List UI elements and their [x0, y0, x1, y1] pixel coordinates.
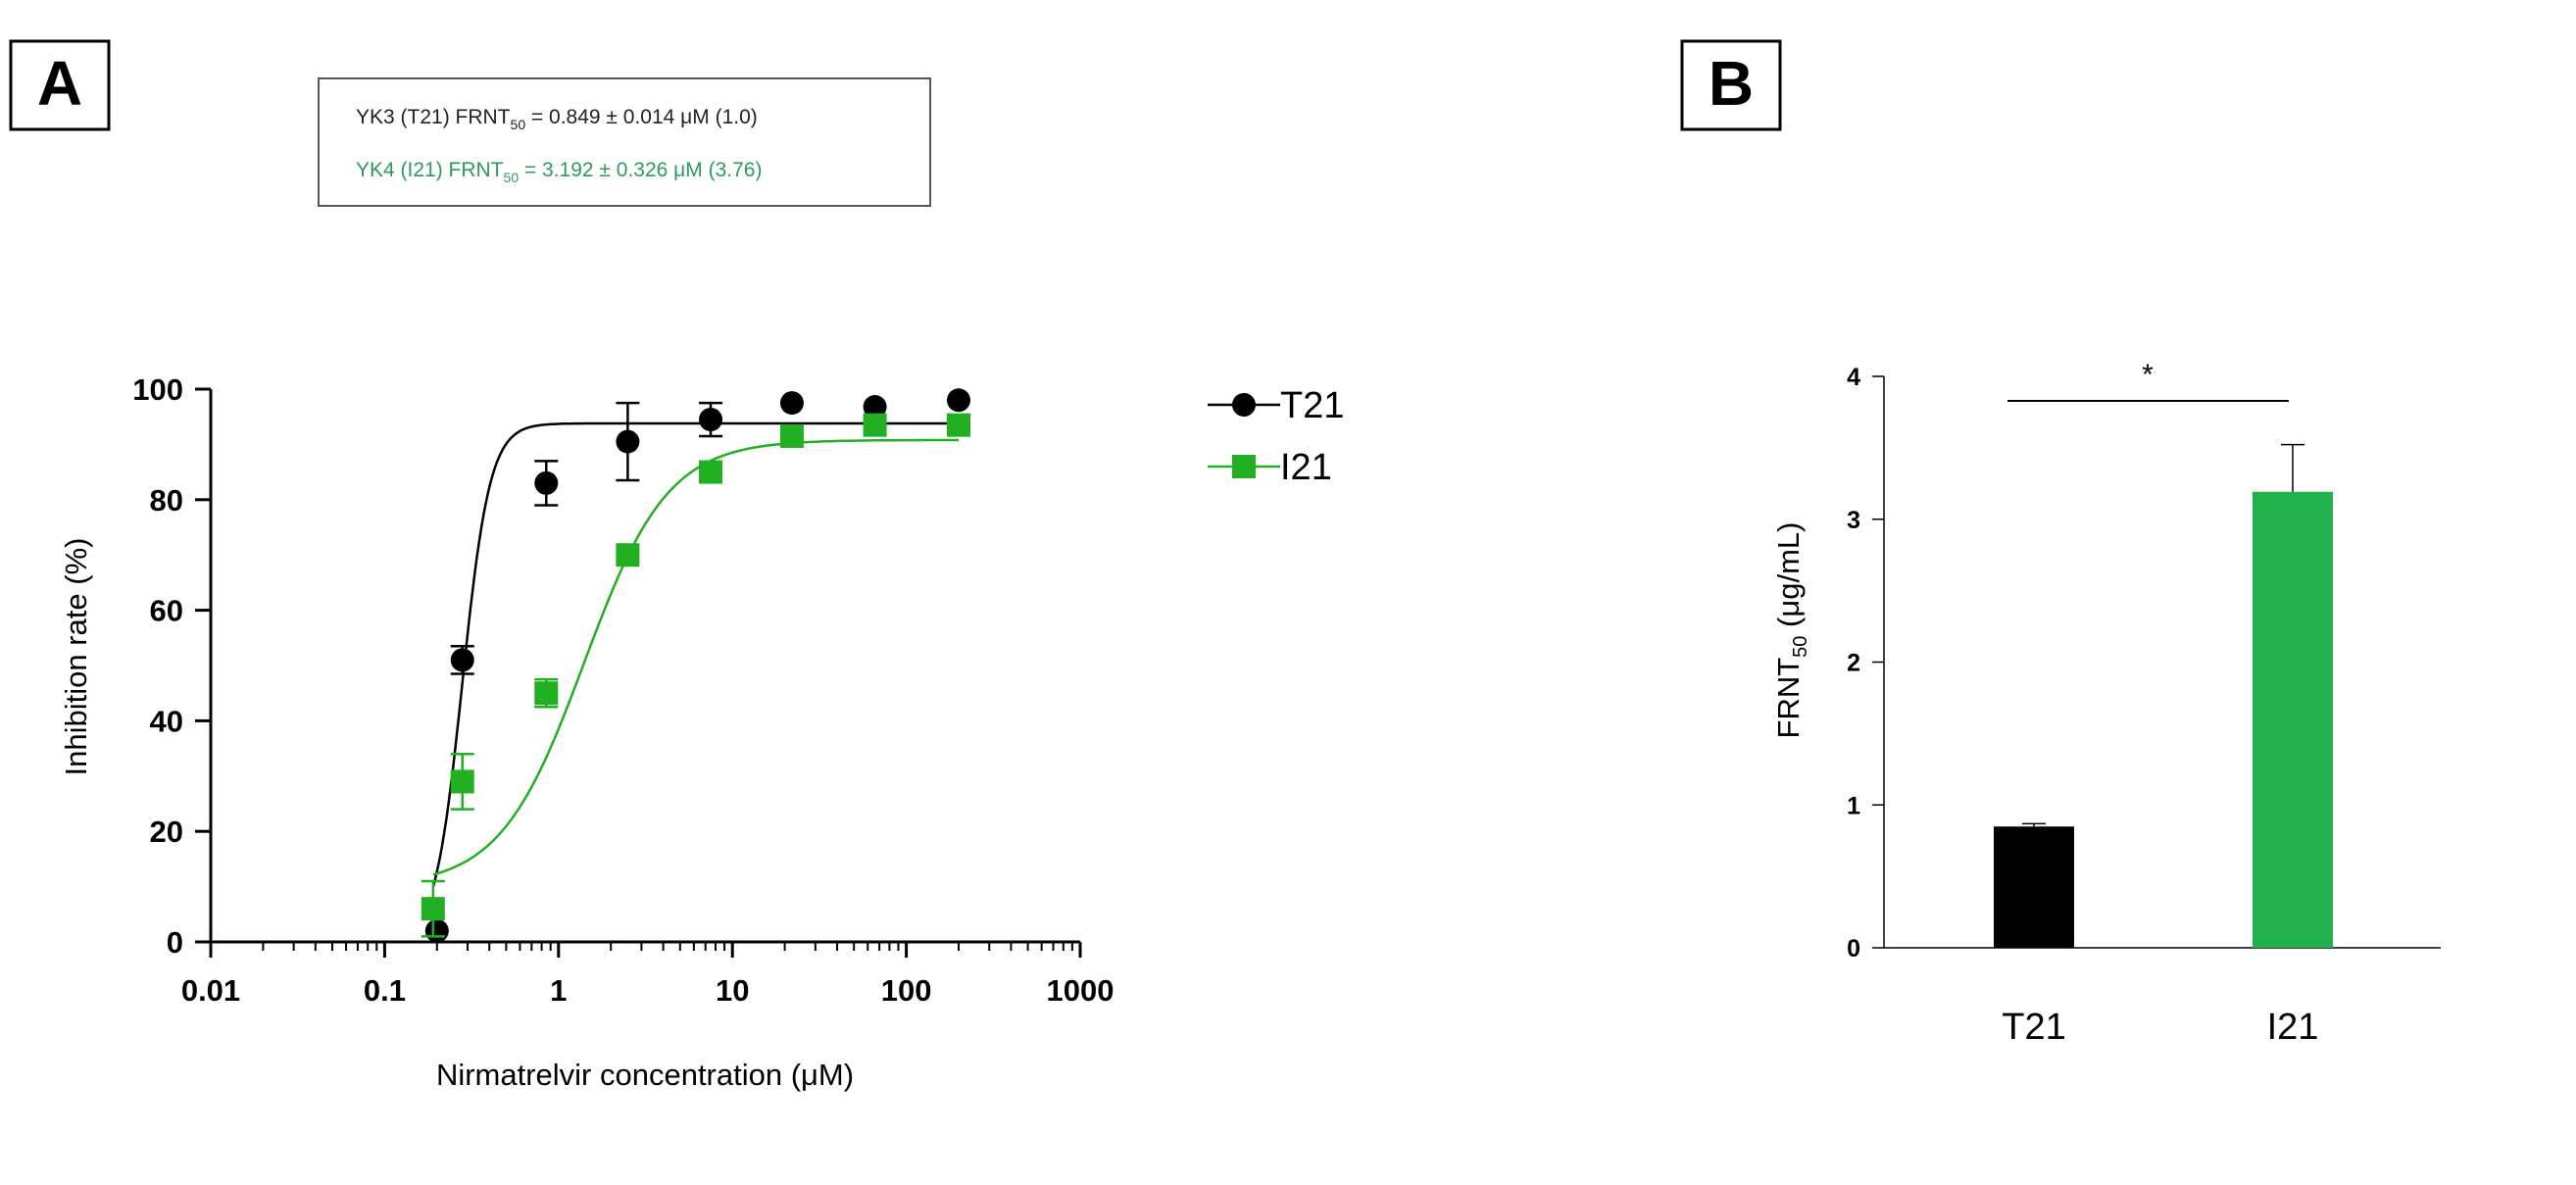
- data-point-i21: [450, 769, 474, 794]
- data-point-t21: [616, 429, 640, 454]
- y-tick-label: 60: [150, 594, 183, 628]
- y-tick-label: 20: [150, 815, 183, 849]
- significance-marker: *: [2142, 359, 2154, 391]
- data-point-i21: [616, 543, 640, 568]
- fit-curve-i21: [432, 438, 960, 876]
- y-tick-label: 40: [150, 704, 183, 738]
- legend-label-t21: T21: [1280, 385, 1344, 426]
- dose-response-chart: 0.01 0.1 1 10 100 1000 0 20 40 60 80 100 Nirmatrelv…: [59, 372, 1344, 1092]
- significance-bracket: *: [2007, 359, 2289, 402]
- data-point-i21: [947, 413, 971, 437]
- data-point-t21: [424, 918, 449, 943]
- data-point-t21: [863, 395, 887, 420]
- x-tick-label: 0.01: [181, 973, 240, 1008]
- x-axis-label: Nirmatrelvir concentration (μM): [436, 1058, 854, 1092]
- bar-chart-bars: T21 I21: [1994, 443, 2333, 1048]
- y-axis-label: Inhibition rate (%): [59, 538, 93, 776]
- data-point-t21: [947, 388, 971, 413]
- data-point-i21: [421, 897, 445, 921]
- bar-y-tick-label: 1: [1847, 792, 1860, 819]
- data-point-t21: [450, 648, 474, 672]
- x-tick-label: 1: [550, 973, 567, 1008]
- data-point-t21: [699, 408, 723, 432]
- x-tick-label: 1000: [1047, 973, 1115, 1008]
- y-tick-label: 0: [167, 925, 183, 960]
- bar-t21: [1994, 826, 2074, 948]
- dose-response-axes: 0.01 0.1 1 10 100 1000 0 20 40 60 80 100: [132, 372, 1114, 1008]
- legend: T21 I21: [1208, 385, 1344, 488]
- data-point-t21: [779, 391, 804, 416]
- annotation-line-i21: YK4 (I21) FRNT50 = 3.192 ± 0.326 μM (3.7…: [356, 159, 762, 185]
- bar-y-axis-label: FRNT50 (μg/mL): [1771, 522, 1811, 739]
- data-point-t21: [534, 470, 559, 495]
- annotation-line-t21: YK3 (T21) FRNT50 = 0.849 ± 0.014 μM (1.0…: [356, 106, 758, 132]
- bar-y-tick-label: 0: [1847, 935, 1860, 963]
- bar-y-tick-label: 2: [1847, 650, 1860, 677]
- bar-y-tick-label: 4: [1847, 364, 1860, 391]
- data-point-i21: [534, 681, 559, 706]
- bar-category-label-i21: I21: [2267, 1007, 2319, 1048]
- x-tick-label: 0.1: [364, 973, 406, 1008]
- data-point-i21: [863, 413, 887, 437]
- bar-i21: [2253, 491, 2333, 948]
- bar-chart-axes: 0 1 2 3 4: [1847, 364, 2441, 963]
- dose-response-points: [421, 388, 971, 943]
- panel-a-label: A: [37, 48, 82, 119]
- x-tick-label: 100: [881, 973, 932, 1008]
- panel-b-label-box: B: [1680, 39, 1782, 131]
- dose-response-fit-curves: [431, 421, 960, 888]
- y-tick-label: 80: [150, 483, 183, 518]
- legend-label-i21: I21: [1280, 447, 1332, 488]
- ec50-annotation-box: YK3 (T21) FRNT50 = 0.849 ± 0.014 μM (1.0…: [318, 77, 931, 207]
- x-tick-label: 10: [716, 973, 749, 1008]
- bar-y-tick-label: 3: [1847, 507, 1860, 534]
- bar-category-label-t21: T21: [2002, 1007, 2065, 1048]
- data-point-i21: [779, 423, 804, 448]
- legend-marker-i21: [1232, 455, 1256, 478]
- data-point-i21: [699, 460, 723, 484]
- panel-a-label-box: A: [9, 39, 111, 131]
- y-tick-label: 100: [132, 372, 183, 407]
- legend-marker-t21: [1232, 393, 1256, 417]
- panel-b-label: B: [1709, 48, 1754, 119]
- frnt50-bar-chart: 0 1 2 3 4 T21 I21 FRNT50 (μg/mL) *: [1771, 359, 2441, 1048]
